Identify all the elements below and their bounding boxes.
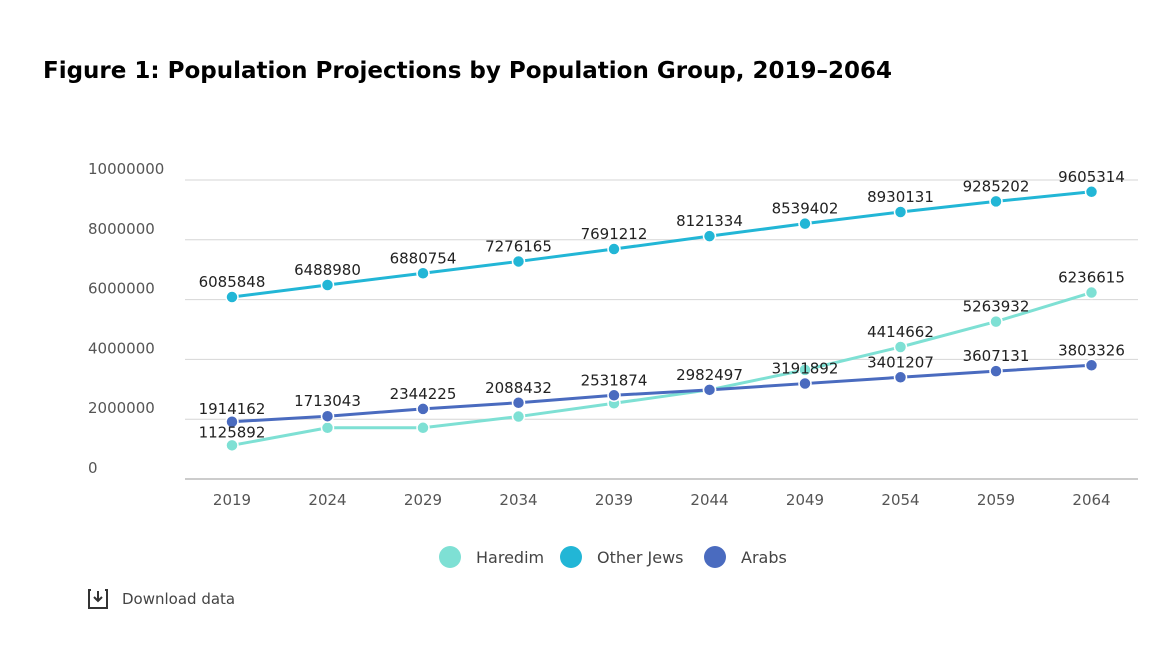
data-point[interactable]: [320, 409, 335, 423]
data-point[interactable]: [607, 388, 621, 403]
data-label: 1914162: [199, 400, 266, 418]
legend-item[interactable]: Other Jews: [560, 546, 684, 568]
y-axis-ticks: 0 2000000 4000000 6000000 8000000 10000000: [88, 160, 164, 477]
series-points: [225, 185, 1099, 453]
x-tick-label: 2059: [977, 491, 1015, 509]
legend-swatch: [704, 546, 726, 568]
x-tick-label: 2054: [881, 491, 919, 509]
y-tick-label: 4000000: [88, 339, 155, 357]
data-label: 3803326: [1058, 341, 1125, 359]
legend-label: Arabs: [741, 548, 787, 567]
data-point[interactable]: [989, 314, 1003, 329]
series-lines: [231, 190, 1092, 447]
legend-item[interactable]: Haredim: [439, 546, 544, 568]
y-tick-label: 0: [88, 459, 98, 477]
data-label: 3401207: [867, 353, 934, 371]
data-point[interactable]: [1084, 358, 1099, 373]
page-title: Figure 1: Population Projections by Popu…: [43, 58, 892, 84]
data-label: 2982497: [676, 366, 743, 384]
legend[interactable]: Haredim Other Jews Arabs: [439, 546, 787, 568]
data-point[interactable]: [511, 254, 526, 269]
data-point[interactable]: [989, 364, 1003, 378]
y-tick-label: 2000000: [88, 399, 155, 417]
legend-item[interactable]: Arabs: [704, 546, 787, 568]
data-point[interactable]: [607, 242, 621, 256]
series-line: [231, 190, 1092, 299]
data-label: 7691212: [581, 225, 648, 243]
download-icon: [88, 589, 108, 609]
data-label: 9605314: [1058, 168, 1125, 186]
x-tick-label: 2064: [1072, 491, 1110, 509]
data-point[interactable]: [416, 421, 430, 435]
x-tick-label: 2044: [690, 491, 728, 509]
data-point[interactable]: [798, 216, 812, 231]
data-point[interactable]: [702, 383, 717, 397]
x-tick-label: 2019: [213, 491, 251, 509]
data-label: 6488980: [294, 261, 361, 279]
x-tick-label: 2039: [595, 491, 633, 509]
data-label: 2088432: [485, 379, 552, 397]
y-tick-label: 10000000: [88, 160, 164, 178]
data-label: 3191892: [772, 360, 839, 378]
data-label: 6085848: [199, 273, 266, 291]
data-point[interactable]: [511, 409, 526, 424]
data-point[interactable]: [1084, 285, 1099, 300]
data-point[interactable]: [893, 370, 908, 385]
data-label: 2531874: [581, 371, 648, 389]
y-tick-label: 6000000: [88, 280, 155, 298]
data-label: 8539402: [772, 200, 839, 218]
download-data-button[interactable]: Download data: [88, 588, 235, 610]
legend-swatch: [439, 546, 461, 568]
data-label: 8121334: [676, 212, 743, 230]
data-point[interactable]: [798, 376, 812, 391]
x-tick-label: 2034: [499, 491, 537, 509]
legend-label: Other Jews: [597, 548, 684, 567]
x-tick-label: 2049: [786, 491, 824, 509]
data-point[interactable]: [893, 340, 908, 354]
data-point[interactable]: [702, 229, 717, 243]
data-label: 1713043: [294, 392, 361, 410]
data-label: 4414662: [867, 323, 934, 341]
data-label: 9285202: [963, 177, 1030, 195]
data-labels: 1125892 4414662 5263932 6236615 6085848 64889…: [199, 168, 1125, 442]
data-point[interactable]: [225, 290, 239, 304]
legend-swatch: [560, 546, 582, 568]
data-point[interactable]: [798, 363, 812, 377]
data-label: 3607131: [963, 347, 1030, 365]
data-label: 2344225: [390, 385, 457, 403]
series-line: [231, 363, 1092, 424]
data-label: 8930131: [867, 188, 934, 206]
legend-label: Haredim: [476, 548, 544, 567]
data-point[interactable]: [416, 266, 430, 281]
data-label: 5263932: [963, 298, 1030, 316]
data-point[interactable]: [320, 278, 335, 292]
data-point[interactable]: [511, 396, 526, 410]
x-axis-ticks: 2019 2024 2029 2034 2039 2044 2049 2054 2059 2064: [213, 491, 1111, 509]
download-data-label: Download data: [122, 590, 236, 608]
data-label: 6880754: [390, 249, 457, 267]
x-tick-label: 2029: [404, 491, 442, 509]
data-point[interactable]: [1084, 185, 1099, 199]
data-point[interactable]: [225, 415, 239, 429]
data-point[interactable]: [320, 421, 335, 435]
data-label: 7276165: [485, 237, 552, 255]
data-label: 1125892: [199, 423, 266, 441]
x-tick-label: 2024: [308, 491, 346, 509]
data-point[interactable]: [225, 438, 239, 453]
data-point[interactable]: [893, 205, 908, 219]
grid-lines: [185, 179, 1138, 480]
data-label: 6236615: [1058, 269, 1125, 287]
data-point[interactable]: [989, 194, 1003, 209]
y-tick-label: 8000000: [88, 220, 155, 238]
series-line: [231, 291, 1092, 447]
data-point[interactable]: [416, 402, 430, 416]
